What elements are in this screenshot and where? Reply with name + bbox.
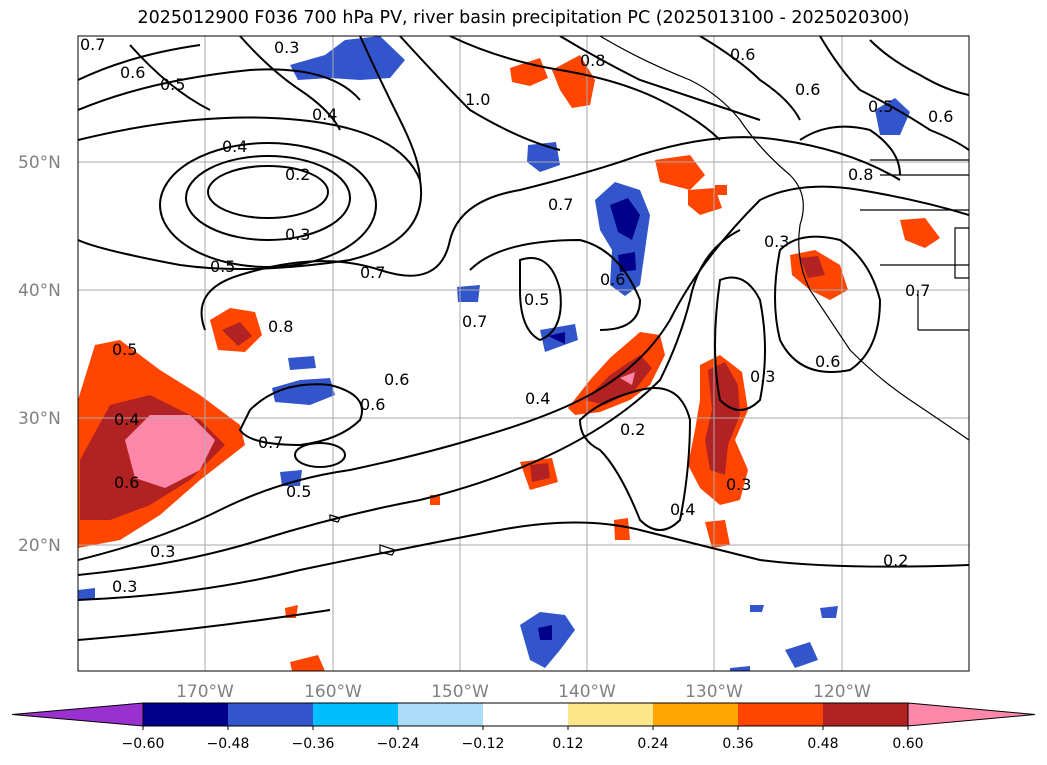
colorbar-extend-min: [11, 702, 144, 727]
map-border: [77, 35, 970, 672]
map-title: 2025012900 F036 700 hPa PV, river basin …: [137, 8, 910, 28]
contour-label: 0.6: [928, 107, 953, 126]
pv-contours: [78, 36, 969, 641]
lat-label: 30°N: [18, 409, 61, 429]
lon-label: 160°W: [304, 682, 362, 702]
contour-label: 0.2: [620, 420, 645, 439]
lon-label: 170°W: [176, 682, 234, 702]
colorbar-tick-label: −0.12: [462, 736, 505, 752]
contour-labels: 0.7 0.6 0.5 0.3 0.4 1.0 0.8 0.6 0.6 0.4 …: [80, 35, 953, 596]
contour-label: 0.4: [525, 389, 550, 408]
colorbar-tick-label: 0.36: [722, 736, 753, 752]
contour-label: 0.7: [905, 281, 930, 300]
colorbar-segment: [398, 703, 483, 726]
colorbar-tick-label: −0.48: [207, 736, 250, 752]
contour-label: 0.3: [726, 475, 751, 494]
contour-label: 0.7: [360, 263, 385, 282]
contour-label: 0.6: [600, 270, 625, 289]
contour-label: 0.5: [868, 97, 893, 116]
lon-label: 130°W: [685, 682, 743, 702]
contour-label: 0.6: [120, 63, 145, 82]
contour-label: 0.3: [112, 577, 137, 596]
contour-label: 0.7: [548, 195, 573, 214]
contour-label: 0.6: [114, 473, 139, 492]
contour-label: 0.5: [286, 482, 311, 501]
colorbar-tick-label: 0.60: [892, 736, 923, 752]
colorbar-segment: [738, 703, 823, 726]
contour-label: 1.0: [465, 90, 490, 109]
contour-label: 0.5: [112, 340, 137, 359]
contour-label: 0.5: [160, 75, 185, 94]
contour-label: 0.6: [730, 45, 755, 64]
contour-label: 0.6: [795, 80, 820, 99]
colorbar-segment: [313, 703, 398, 726]
coastlines: [329, 36, 969, 556]
contour-label: 0.8: [580, 51, 605, 70]
colorbar-tick-label: 0.12: [552, 736, 583, 752]
colorbar-segment: [228, 703, 313, 726]
contour-label: 0.7: [462, 312, 487, 331]
contour-label: 0.6: [384, 370, 409, 389]
graticule: [78, 36, 969, 671]
contour-label: 0.3: [150, 542, 175, 561]
contour-label: 0.4: [670, 500, 695, 519]
contour-label: 0.7: [80, 35, 105, 54]
contour-label: 0.3: [750, 367, 775, 386]
colorbar-tick-label: −0.36: [292, 736, 335, 752]
contour-label: 0.7: [258, 433, 283, 452]
colorbar-segment: [823, 703, 908, 726]
contour-label: 0.4: [312, 105, 337, 124]
lat-label: 50°N: [18, 153, 61, 173]
contour-label: 0.3: [764, 232, 789, 251]
contour-label: 0.6: [360, 395, 385, 414]
contour-label: 0.6: [815, 352, 840, 371]
colorbar-tick-label: −0.24: [377, 736, 420, 752]
colorbar-outline: [142, 702, 909, 727]
lon-label: 120°W: [813, 682, 871, 702]
lon-label: 140°W: [558, 682, 616, 702]
lat-label: 20°N: [18, 536, 61, 556]
contour-label: 0.5: [524, 290, 549, 309]
contour-label: 0.3: [285, 225, 310, 244]
contour-label: 0.4: [222, 137, 247, 156]
colorbar: −0.60 −0.48 −0.36 −0.24 −0.12 0.12 0.24 0.36 0.4…: [11, 702, 1036, 752]
colorbar-segment: [568, 703, 653, 726]
contour-label: 0.2: [883, 551, 908, 570]
contour-label: 0.5: [210, 257, 235, 276]
lat-label: 40°N: [18, 281, 61, 301]
colorbar-extend-max: [907, 702, 1036, 727]
contour-label: 0.3: [274, 38, 299, 57]
contour-label: 0.8: [268, 317, 293, 336]
lon-label: 150°W: [431, 682, 489, 702]
colorbar-segment: [483, 703, 568, 726]
contour-label: 0.2: [285, 165, 310, 184]
colorbar-tick-label: 0.48: [807, 736, 838, 752]
colorbar-segment: [653, 703, 738, 726]
colorbar-tick-label: −0.60: [122, 736, 165, 752]
colorbar-segment: [143, 703, 228, 726]
contour-label: 0.4: [114, 410, 139, 429]
contour-label: 0.8: [848, 165, 873, 184]
colorbar-tick-label: 0.24: [637, 736, 668, 752]
